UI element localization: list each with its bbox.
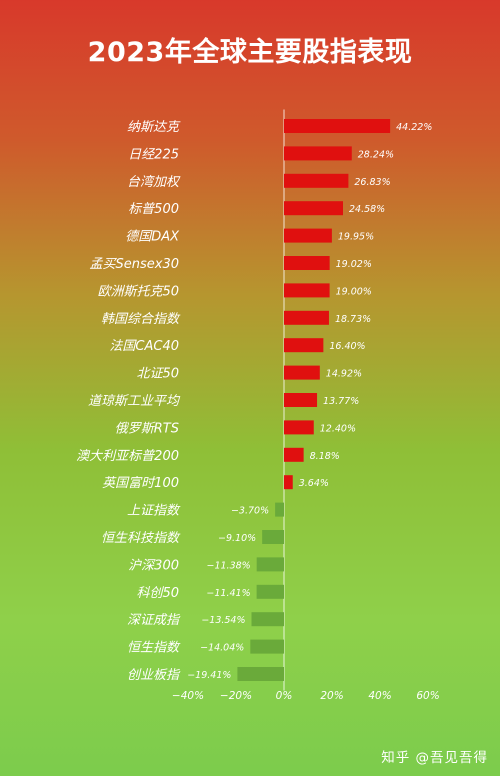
data-label: 44.22% bbox=[396, 122, 432, 133]
bar bbox=[284, 475, 293, 490]
data-label: −9.10% bbox=[218, 533, 256, 544]
bar bbox=[250, 639, 284, 654]
x-tick-label: 20% bbox=[320, 690, 343, 702]
data-label: 18.73% bbox=[335, 314, 371, 325]
bar bbox=[256, 557, 284, 572]
bar bbox=[275, 502, 284, 517]
category-label: 道琼斯工业平均 bbox=[88, 394, 181, 409]
category-label: 俄罗斯RTS bbox=[115, 421, 179, 436]
bar bbox=[284, 119, 391, 133]
category-label: 德国DAX bbox=[125, 230, 180, 245]
data-label: 13.77% bbox=[323, 396, 359, 407]
data-label: 24.58% bbox=[349, 204, 385, 215]
category-label: 日经225 bbox=[128, 147, 179, 162]
bar bbox=[251, 612, 284, 627]
category-label: 标普500 bbox=[128, 202, 179, 217]
category-label: 沪深300 bbox=[128, 558, 179, 573]
x-tick-label: 0% bbox=[276, 690, 293, 702]
bar bbox=[284, 173, 349, 188]
category-label: 欧洲斯托克50 bbox=[97, 284, 179, 299]
data-label: 28.24% bbox=[358, 149, 394, 160]
x-tick-label: 60% bbox=[416, 690, 439, 702]
data-label: −19.41% bbox=[187, 670, 231, 681]
category-label: 法国CAC40 bbox=[109, 339, 179, 354]
bar bbox=[284, 201, 343, 216]
category-label: 恒生科技指数 bbox=[101, 531, 181, 546]
category-label: 纳斯达克 bbox=[127, 120, 181, 135]
category-label: 英国富时100 bbox=[102, 475, 179, 491]
category-label: 深证成指 bbox=[127, 613, 181, 628]
data-label: 3.64% bbox=[299, 478, 329, 489]
category-label: 韩国综合指数 bbox=[101, 312, 181, 327]
bar bbox=[262, 530, 284, 544]
data-label: 12.40% bbox=[320, 423, 356, 434]
data-label: 8.18% bbox=[310, 451, 340, 462]
category-label: 科创50 bbox=[136, 586, 179, 601]
data-label: 19.02% bbox=[336, 259, 372, 270]
watermark: 知乎 @吾见吾得 bbox=[381, 750, 488, 766]
category-label: 创业板指 bbox=[127, 668, 181, 683]
chart-title: 2023年全球主要股指表现 bbox=[87, 37, 413, 68]
category-label: 北证50 bbox=[136, 367, 179, 382]
bar bbox=[284, 146, 352, 161]
category-label: 澳大利亚标普200 bbox=[76, 449, 179, 464]
data-label: −3.70% bbox=[231, 506, 269, 517]
bar bbox=[284, 228, 332, 243]
x-tick-label: −40% bbox=[172, 690, 204, 702]
category-label: 上证指数 bbox=[127, 504, 181, 519]
data-label: 16.40% bbox=[329, 341, 365, 352]
bar bbox=[237, 667, 284, 681]
bar bbox=[284, 256, 330, 270]
bar bbox=[284, 283, 330, 298]
bar bbox=[284, 420, 314, 435]
bar bbox=[284, 447, 304, 462]
bar bbox=[256, 584, 284, 599]
bar bbox=[284, 310, 329, 325]
data-label: −13.54% bbox=[201, 615, 245, 626]
bar bbox=[284, 393, 318, 407]
data-label: 19.00% bbox=[336, 286, 372, 297]
category-label: 孟买Sensex30 bbox=[90, 257, 180, 272]
category-label: 恒生指数 bbox=[127, 641, 181, 656]
data-label: 14.92% bbox=[326, 369, 362, 380]
data-label: −14.04% bbox=[200, 643, 244, 654]
bar bbox=[284, 365, 320, 380]
data-label: −11.41% bbox=[206, 588, 250, 599]
data-label: −11.38% bbox=[207, 560, 251, 571]
x-tick-label: −20% bbox=[220, 690, 252, 702]
bar bbox=[284, 338, 324, 353]
data-label: 19.95% bbox=[338, 232, 374, 243]
x-tick-label: 40% bbox=[368, 690, 391, 702]
category-label: 台湾加权 bbox=[127, 174, 181, 190]
data-label: 26.83% bbox=[354, 177, 390, 188]
